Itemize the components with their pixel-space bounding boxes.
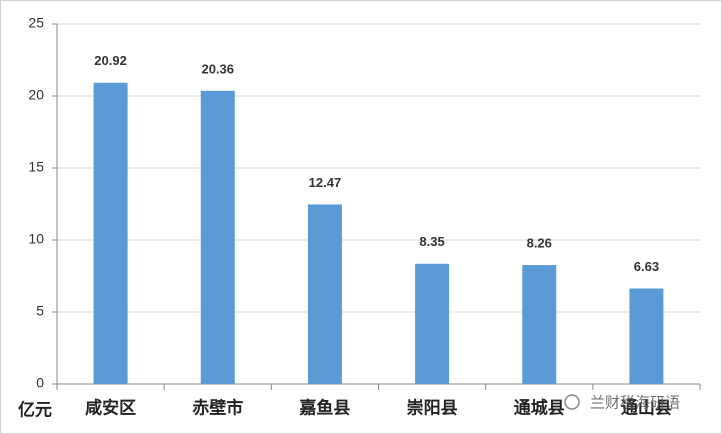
y-tick-label: 0 (36, 375, 44, 391)
x-tick-label: 嘉鱼县 (298, 398, 350, 419)
data-label: 20.92 (94, 53, 127, 68)
watermark-group: 兰财税海研语 (564, 394, 680, 412)
data-label: 20.36 (201, 61, 234, 76)
x-tick-label: 赤壁市 (192, 398, 243, 419)
bar (93, 82, 128, 384)
y-tick-label: 10 (28, 231, 44, 247)
unit-label: 亿元 (18, 400, 52, 421)
x-tick-label: 咸安区 (85, 398, 136, 419)
bar (307, 204, 342, 384)
bar (415, 263, 450, 384)
x-tick-label: 崇阳县 (407, 399, 458, 419)
y-tick-label: 5 (36, 303, 44, 319)
data-label: 6.63 (634, 259, 659, 274)
data-label: 8.26 (527, 235, 552, 250)
y-tick-label: 20 (28, 87, 44, 103)
bar (200, 90, 235, 384)
bar (522, 265, 557, 384)
watermark-icon (564, 394, 580, 410)
data-label: 12.47 (309, 175, 342, 190)
data-label: 8.35 (419, 234, 444, 249)
bar (629, 288, 664, 384)
x-tick-label: 通山县 (621, 399, 672, 419)
x-tick-label: 通城县 (514, 399, 565, 419)
y-tick-label: 15 (28, 159, 44, 175)
watermark: 兰财税海研语 (590, 394, 680, 412)
y-tick-label: 25 (28, 15, 44, 31)
